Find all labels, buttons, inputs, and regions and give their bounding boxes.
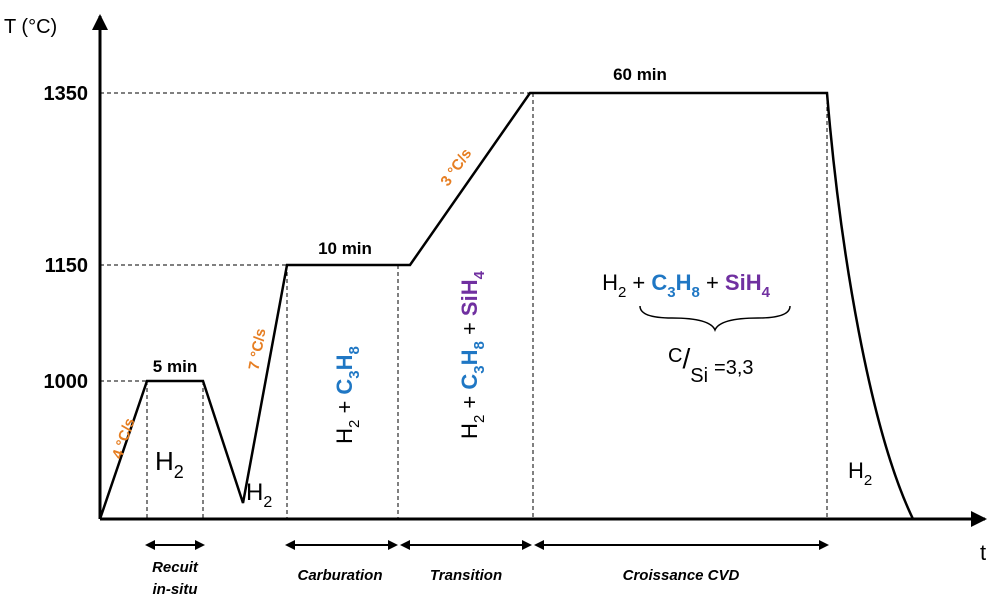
y-tick-label: 1150 [45, 255, 88, 277]
gas-symbol: + [700, 270, 725, 295]
gas-formula: H2 [155, 446, 184, 482]
ratio-den: Si [690, 365, 708, 387]
gas-formula: H2 [246, 479, 272, 511]
phase-label: Transition [430, 567, 502, 584]
gas-symbol: C [457, 374, 482, 390]
gas-subscript: 8 [346, 346, 363, 354]
gas-subscript: 8 [691, 284, 699, 301]
temperature-profile [98, 91, 915, 520]
ratio: C/Si =3,3 [668, 343, 754, 387]
gas-symbol: + [626, 270, 651, 295]
ratio-num: C [668, 345, 682, 367]
gas-subscript: 2 [174, 462, 184, 482]
gas-subscript: 2 [618, 284, 626, 301]
phase-label: Carburation [297, 567, 382, 584]
gas-symbol: H [155, 446, 174, 476]
gas-symbol: SiH [725, 270, 762, 295]
guides [100, 92, 828, 519]
phase-label: Recuit [152, 559, 199, 576]
gas-subscript: 2 [864, 472, 872, 489]
y-axis-label: T (°C) [4, 16, 57, 38]
gas-formula: H2 + C3H8 + SiH4 [602, 270, 771, 301]
gas-symbol: + [457, 316, 482, 341]
brace [639, 305, 791, 332]
gas-symbol: H [457, 423, 482, 439]
rate: 4 °C/s [109, 416, 139, 461]
duration: 60 min [613, 65, 667, 84]
gas-symbol: C [332, 379, 357, 395]
gas-subscript: 2 [346, 420, 363, 428]
y-tick-label: 1350 [44, 83, 89, 105]
duration: 5 min [153, 357, 197, 376]
phase-label: Croissance CVD [623, 567, 740, 584]
gas-subscript: 2 [263, 494, 272, 511]
gas-symbol: + [457, 390, 482, 415]
gas-formula: H2 + C3H8 [332, 346, 363, 444]
gas-subscript: 8 [471, 341, 488, 349]
duration: 10 min [318, 239, 372, 258]
gas-subscript: 3 [667, 284, 675, 301]
gas-subscript: 4 [471, 270, 488, 279]
x-axis-label: t [980, 540, 986, 565]
gas-symbol: H [848, 458, 864, 483]
gas-symbol: + [332, 395, 357, 420]
rate: 3 °C/s [437, 145, 475, 189]
phase-label: in-situ [153, 581, 198, 598]
gas-subscript: 2 [471, 415, 488, 423]
rate: 7 °C/s [246, 327, 270, 371]
gas-symbol: H [332, 428, 357, 444]
gas-formula: H2 + C3H8 + SiH4 [457, 270, 488, 439]
gas-symbol: H [246, 479, 263, 506]
gas-symbol: H [457, 350, 482, 366]
gas-subscript: 3 [471, 365, 488, 373]
gas-symbol: C [651, 270, 667, 295]
y-tick-label: 1000 [44, 371, 89, 393]
gas-subscript: 4 [762, 284, 771, 301]
gas-symbol: H [676, 270, 692, 295]
gas-subscript: 3 [346, 370, 363, 378]
gas-symbol: H [332, 354, 357, 370]
ratio-slash: / [682, 343, 690, 374]
gas-formula: H2 [848, 458, 872, 489]
gas-symbol: SiH [457, 279, 482, 316]
ratio-value: =3,3 [714, 357, 753, 379]
gas-symbol: H [602, 270, 618, 295]
